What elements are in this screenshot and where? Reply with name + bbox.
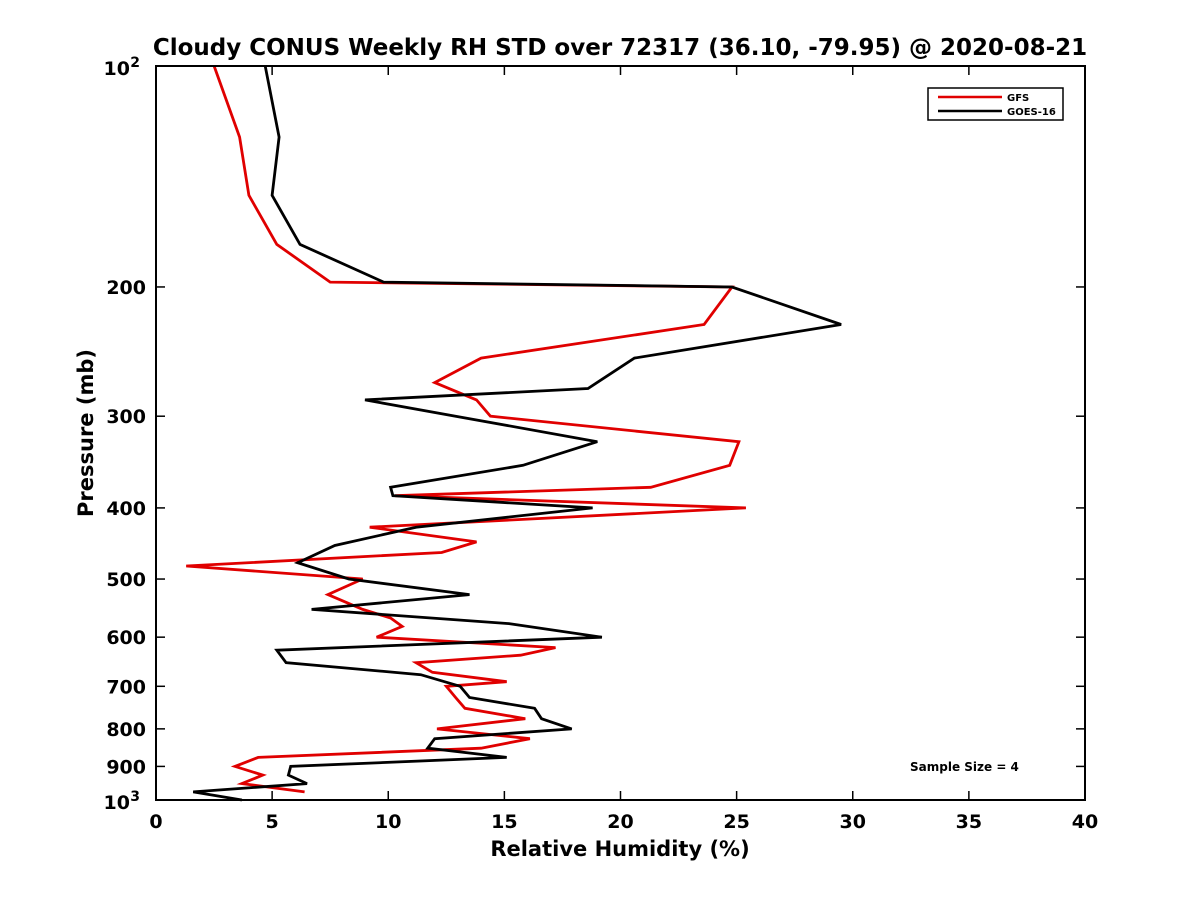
x-axis-ticks: 0 5 10 15 20 25 30 35 40 (149, 66, 1098, 833)
sample-size-annotation: Sample Size = 4 (910, 760, 1019, 774)
y-tick-label: 700 (106, 676, 146, 698)
y-tick-label-base: 10 (104, 58, 130, 80)
x-axis-label: Relative Humidity (%) (490, 837, 749, 861)
x-tick-label: 30 (840, 811, 866, 833)
y-tick-label: 500 (106, 569, 146, 591)
series-line-goes-16 (192, 65, 842, 802)
y-tick-label: 400 (106, 498, 146, 520)
series-line-gfs (186, 65, 746, 794)
y-tick-label-base: 10 (104, 792, 130, 814)
y-tick-label: 200 (106, 277, 146, 299)
series-layer (186, 65, 842, 802)
chart-title: Cloudy CONUS Weekly RH STD over 72317 (3… (153, 35, 1087, 61)
x-tick-label: 35 (956, 811, 982, 833)
y-tick-label-exponent: 2 (130, 55, 140, 71)
legend-label-gfs: GFS (1007, 93, 1029, 104)
x-tick-label: 25 (723, 811, 749, 833)
y-axis-label: Pressure (mb) (74, 349, 98, 517)
y-tick-label: 300 (106, 406, 146, 428)
x-tick-label: 15 (491, 811, 517, 833)
x-tick-label: 40 (1072, 811, 1098, 833)
x-tick-label: 0 (149, 811, 162, 833)
x-tick-label: 5 (266, 811, 279, 833)
legend-label-goes-16: GOES-16 (1007, 107, 1056, 118)
y-tick-label: 800 (106, 719, 146, 741)
y-tick-label-power: 10 3 (104, 789, 140, 814)
legend-box (927, 87, 1064, 121)
x-tick-label: 20 (607, 811, 633, 833)
legend: GFS GOES-16 (927, 87, 1064, 121)
y-tick-label-power: 10 2 (104, 55, 140, 80)
y-tick-label-exponent: 3 (130, 789, 140, 805)
x-tick-label: 10 (375, 811, 401, 833)
y-tick-label: 900 (106, 756, 146, 778)
y-tick-label: 600 (106, 627, 146, 649)
plot-area-frame (155, 65, 1086, 801)
